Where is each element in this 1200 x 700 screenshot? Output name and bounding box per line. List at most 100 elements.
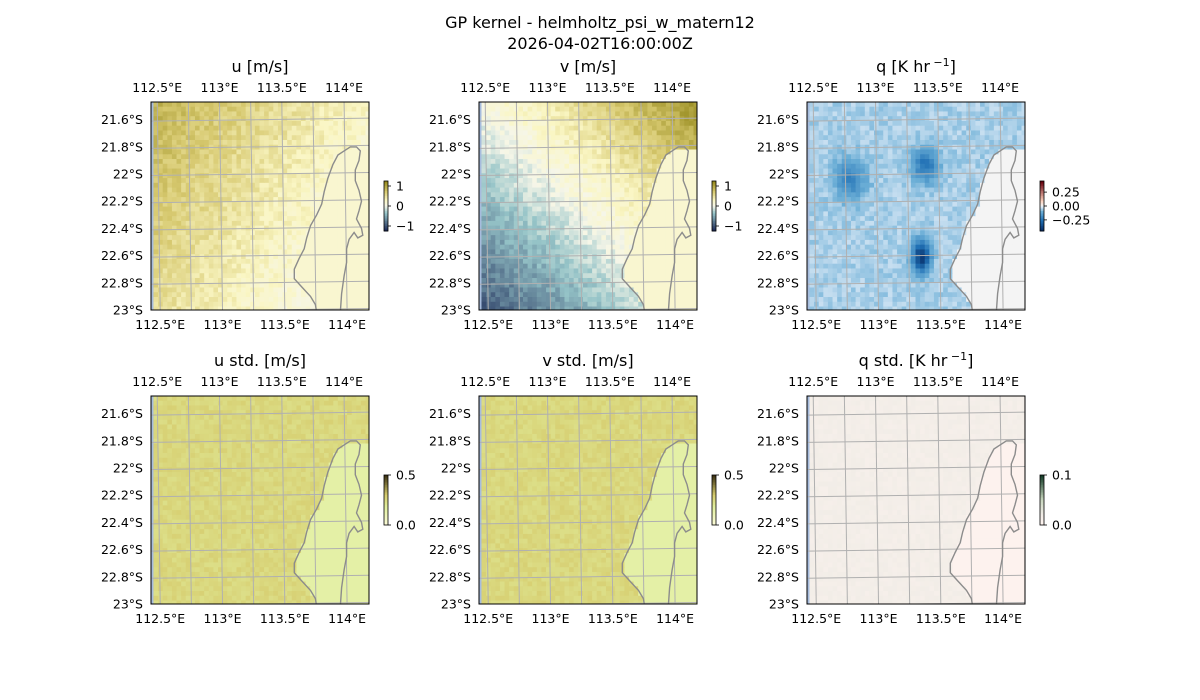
parallel-line: [551, 308, 697, 310]
parallel-line: [151, 226, 369, 231]
colorbar-segment: [712, 491, 716, 494]
colorbar-segment: [712, 217, 716, 220]
colorbar-segment: [1040, 209, 1044, 212]
colorbar-segment: [1040, 219, 1044, 222]
colorbar: 0.1 0.0: [1039, 468, 1072, 533]
colorbar-segment: [1040, 199, 1044, 202]
xtick-label-bottom: 113.5°E: [260, 611, 310, 626]
xtick-label-top: 113°E: [857, 374, 895, 389]
panel-u: u [m/s]112.5°E112.5°E113°E113°E113.5°E11…: [101, 57, 414, 332]
colorbar-segment: [1040, 181, 1044, 184]
ytick-label: 23°S: [113, 303, 143, 318]
ytick-label: 22°S: [441, 167, 471, 182]
colorbar-segment: [1040, 207, 1044, 210]
ytick-label: 21.8°S: [101, 433, 143, 448]
meridian-line: [156, 102, 161, 310]
colorbar-segment: [384, 491, 388, 494]
colorbar-segment: [712, 498, 716, 501]
colorbar-segment: [384, 480, 388, 483]
colorbar-segment: [384, 201, 388, 204]
panel-title: q std. [K hr −1]: [859, 350, 974, 370]
data-cells: [481, 396, 697, 604]
xtick-label-top: 112.5°E: [132, 80, 182, 95]
colorbar-segment: [384, 212, 388, 215]
colorbar-segment: [384, 227, 388, 230]
colorbar-segment: [1040, 513, 1044, 516]
meridian-line: [999, 102, 1004, 310]
ytick-label: 22.2°S: [101, 194, 143, 209]
colorbar-segment: [712, 493, 716, 496]
colorbar-segment: [712, 197, 716, 200]
xtick-label-top: 113.5°E: [913, 374, 963, 389]
colorbar-segment: [1040, 486, 1044, 489]
parallel-line: [479, 280, 697, 285]
ytick-label: 22.8°S: [101, 275, 143, 290]
parallel-line: [479, 466, 697, 471]
parallel-line: [223, 308, 369, 310]
colorbar-segment: [1040, 521, 1044, 524]
xtick-label-bottom: 112.5°E: [135, 611, 185, 626]
colorbar-segment: [384, 516, 388, 519]
colorbar-segment: [1040, 491, 1044, 494]
colorbar-segment: [1040, 186, 1044, 189]
colorbar-segment: [1040, 222, 1044, 225]
colorbar-segment: [712, 202, 716, 205]
parallel-line: [807, 117, 1025, 122]
colorbar-segment: [1040, 224, 1044, 227]
xtick-label-top: 113.5°E: [257, 374, 307, 389]
ytick-label: 22.4°S: [429, 221, 471, 236]
colorbar-segment: [384, 191, 388, 194]
colorbar-tick-label: 1: [724, 179, 732, 194]
colorbar-segment: [712, 501, 716, 504]
xtick-label-top: 113.5°E: [585, 80, 635, 95]
panels: u [m/s]112.5°E112.5°E113°E113°E113.5°E11…: [101, 56, 1090, 626]
xtick-label-top: 112.5°E: [460, 374, 510, 389]
ytick-label: 21.8°S: [757, 433, 799, 448]
parallel-line: [479, 520, 697, 525]
xtick-label-top: 114°E: [653, 80, 691, 95]
ytick-label: 21.6°S: [101, 406, 143, 421]
ytick-label: 21.6°S: [429, 406, 471, 421]
colorbar-tick-label: 0.00: [1052, 199, 1080, 214]
xtick-label-bottom: 113°E: [532, 317, 570, 332]
axes-frame: [806, 395, 1026, 605]
colorbar-segment: [1040, 217, 1044, 220]
xtick-label-bottom: 113.5°E: [916, 317, 966, 332]
axes-frame: [478, 101, 698, 311]
colorbar-frame: [383, 474, 389, 526]
ytick-label: 23°S: [769, 597, 799, 612]
colorbar-segment: [384, 475, 388, 478]
parallel-line: [807, 438, 1025, 443]
xtick-label-top: 113°E: [201, 374, 239, 389]
colorbar-tick-label: −1: [724, 219, 742, 234]
colorbar-segment: [384, 206, 388, 209]
colorbar-segment: [712, 518, 716, 521]
colorbar-segment: [384, 490, 388, 493]
colorbar-segment: [384, 181, 388, 184]
parallel-line: [151, 144, 369, 149]
xtick-label-bottom: 113°E: [860, 611, 898, 626]
meridian-line: [281, 102, 286, 310]
map-area: [807, 102, 1025, 310]
colorbar-segment: [1040, 516, 1044, 519]
colorbar-segment: [1040, 221, 1044, 224]
colorbar-segment: [712, 192, 716, 195]
colorbar-segment: [1040, 515, 1044, 518]
panel-qstd: q std. [K hr −1] 112.5°E 112.5°E 113°E 113°E…: [757, 350, 1072, 626]
colorbar-segment: [712, 476, 716, 479]
colorbar-segment: [1040, 191, 1044, 194]
xtick-label-bottom: 113.5°E: [916, 611, 966, 626]
colorbar-segment: [384, 197, 388, 200]
colorbar: 1 0 −1: [383, 179, 414, 234]
colorbar-tick-label: 0.25: [1052, 185, 1080, 200]
colorbar-segment: [1040, 498, 1044, 501]
colorbar-segment: [712, 216, 716, 219]
meridian-line: [906, 102, 911, 310]
colorbar-frame: [1039, 474, 1045, 526]
colorbar-segment: [712, 486, 716, 489]
ytick-label: 22.2°S: [429, 488, 471, 503]
data-cells: [153, 396, 369, 604]
colorbar-segment: [1040, 212, 1044, 215]
ytick-label: 22°S: [769, 167, 799, 182]
xtick-label-top: 113°E: [529, 80, 567, 95]
